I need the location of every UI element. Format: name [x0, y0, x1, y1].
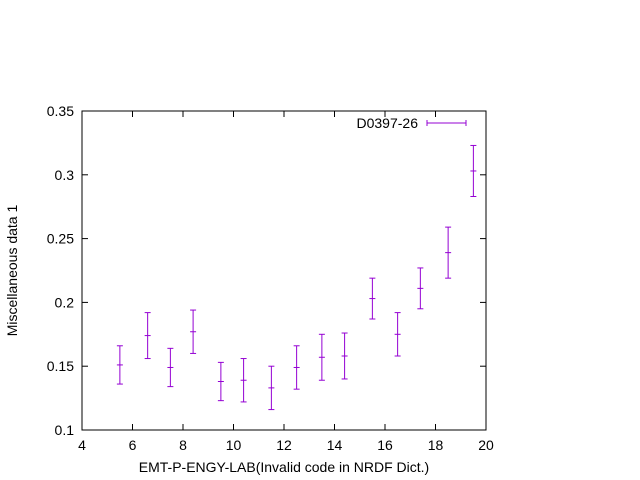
data-point — [445, 226, 452, 279]
y-tick-label: 0.35 — [47, 103, 74, 119]
data-point — [116, 345, 123, 385]
y-tick-label: 0.15 — [47, 358, 74, 374]
y-tick-label: 0.3 — [55, 167, 75, 183]
data-point — [268, 365, 275, 411]
plot-border — [81, 110, 487, 431]
x-tick-label: 14 — [327, 437, 343, 453]
legend: D0397-26 — [357, 115, 467, 131]
x-tick-label: 12 — [276, 437, 292, 453]
y-axis-ticks: 0.1 0.15 0.2 0.25 0.3 0.35 — [47, 103, 486, 438]
data-point — [341, 332, 348, 380]
data-point — [217, 361, 224, 402]
data-point — [318, 333, 325, 381]
data-point — [417, 267, 424, 310]
series-points — [116, 144, 477, 411]
data-point — [240, 358, 247, 403]
data-point — [144, 312, 151, 360]
legend-label: D0397-26 — [357, 115, 419, 131]
data-point — [369, 277, 376, 320]
y-tick-label: 0.25 — [47, 231, 74, 247]
data-point — [293, 345, 300, 390]
data-point — [470, 144, 477, 197]
data-point — [394, 312, 401, 357]
x-tick-label: 16 — [377, 437, 393, 453]
x-tick-label: 8 — [179, 437, 187, 453]
plot-frame — [81, 110, 487, 431]
x-axis-ticks: 4 6 8 10 12 14 16 18 20 — [78, 111, 494, 453]
x-tick-label: 6 — [129, 437, 137, 453]
x-tick-label: 10 — [226, 437, 242, 453]
y-tick-label: 0.2 — [55, 294, 75, 310]
x-tick-label: 20 — [478, 437, 494, 453]
data-point — [190, 309, 197, 354]
y-axis-label: Miscellaneous data 1 — [4, 205, 20, 337]
x-tick-label: 18 — [428, 437, 444, 453]
x-axis-label: EMT-P-ENGY-LAB(Invalid code in NRDF Dict… — [139, 459, 429, 475]
y-tick-label: 0.1 — [55, 422, 75, 438]
x-tick-label: 4 — [78, 437, 86, 453]
data-point — [167, 347, 174, 388]
